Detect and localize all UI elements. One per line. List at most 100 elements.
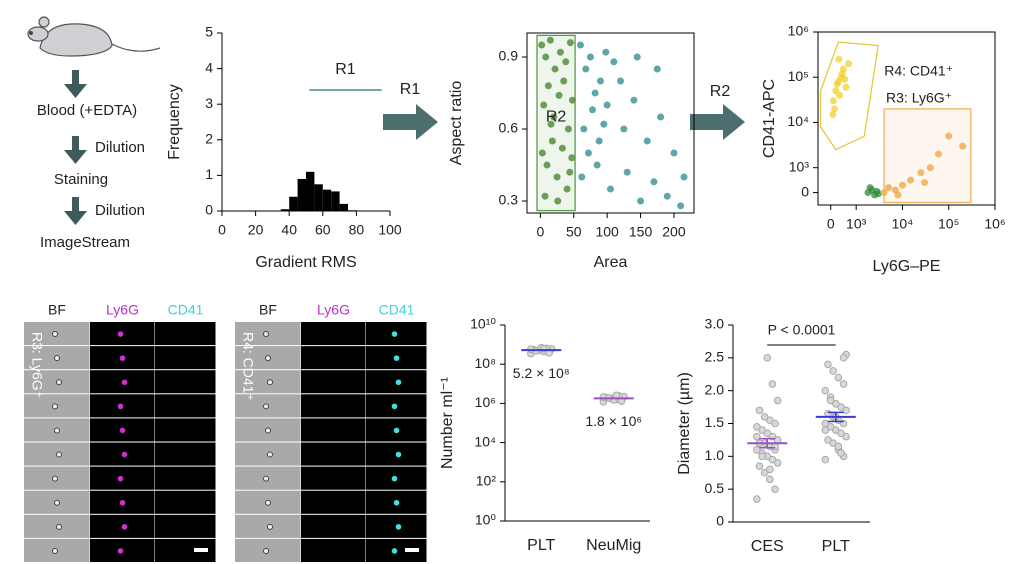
data-point <box>959 142 967 150</box>
y-tick-label: 10¹⁰ <box>470 316 496 332</box>
channel-label: BF <box>259 302 277 318</box>
cell <box>391 331 398 337</box>
y-tick-label: 0.5 <box>705 480 725 496</box>
data-point <box>753 432 761 441</box>
image-tile <box>155 370 216 394</box>
data-point <box>763 354 772 362</box>
data-point <box>839 380 848 388</box>
y-tick-label: 1.0 <box>705 447 725 463</box>
y-tick-label: 10⁰ <box>475 512 497 528</box>
x-tick-label: PLT <box>527 537 555 554</box>
data-point <box>596 77 604 85</box>
x-tick-label: CES <box>751 538 784 555</box>
image-tile <box>301 322 366 346</box>
x-tick-label: 0 <box>218 222 226 238</box>
data-point <box>588 106 596 114</box>
data-point <box>755 462 764 470</box>
y-tick-label: 4 <box>205 59 213 75</box>
data-point <box>548 137 556 145</box>
data-point <box>768 380 777 388</box>
value-label: 5.2 × 10⁸ <box>513 365 570 381</box>
data-point <box>821 386 830 395</box>
y-tick-label: 3 <box>205 95 213 111</box>
y-tick-label: 10⁵ <box>788 68 809 84</box>
data-point <box>543 161 551 169</box>
annotation: P < 0.0001 <box>768 322 836 338</box>
data-point <box>758 452 766 461</box>
data-point <box>826 396 835 405</box>
data-point <box>829 97 837 105</box>
data-point <box>568 96 576 104</box>
cell <box>56 379 62 386</box>
image-tile <box>301 394 366 418</box>
data-point <box>580 125 588 133</box>
gate-label: R3: Ly6G⁺ <box>29 332 45 398</box>
x-tick-label: 40 <box>281 222 297 238</box>
cell <box>117 475 124 482</box>
image-tile <box>301 538 366 562</box>
data-point <box>835 55 843 63</box>
data-point <box>670 149 678 157</box>
data-point <box>766 465 774 474</box>
channel-label: CD41 <box>379 302 415 318</box>
data-point <box>637 197 645 205</box>
data-point <box>633 53 641 61</box>
data-point <box>607 185 614 193</box>
cell <box>117 403 124 410</box>
data-point <box>839 354 848 362</box>
cell <box>56 523 62 530</box>
histogram-bar <box>297 178 306 211</box>
data-point <box>677 202 685 210</box>
workflow-step: Blood (+EDTA) <box>37 102 137 119</box>
gate-label: R1 <box>335 61 356 78</box>
data-point <box>603 101 611 109</box>
data-point <box>834 373 843 382</box>
x-tick-label: 200 <box>662 224 686 240</box>
x-tick-label: 10⁶ <box>984 216 1005 232</box>
y-tick-label: 0.9 <box>499 48 519 64</box>
data-point <box>824 360 832 369</box>
x-tick-label: 0 <box>827 216 835 232</box>
gate <box>883 108 972 204</box>
scale-bar <box>405 548 419 552</box>
channel-label: Ly6G <box>317 302 350 318</box>
data-point <box>547 120 555 128</box>
data-point <box>538 149 546 157</box>
histogram-bar <box>339 203 348 211</box>
cell <box>391 548 398 554</box>
data-point <box>563 185 571 193</box>
x-tick-label: 10⁵ <box>938 216 959 232</box>
data-point <box>898 181 906 189</box>
data-point <box>617 77 625 85</box>
y-tick-label: 0.6 <box>499 120 519 136</box>
workflow-arrows <box>64 70 87 225</box>
y-tick-label: 0 <box>716 513 724 529</box>
image-tile <box>155 490 216 514</box>
cell <box>393 355 400 361</box>
y-axis-label: CD41-APC <box>761 79 778 158</box>
data-point <box>600 120 608 128</box>
channel-label: CD41 <box>168 302 204 318</box>
data-point <box>643 137 651 145</box>
data-point <box>553 173 561 181</box>
image-tile <box>155 346 216 370</box>
y-axis-label: Aspect ratio <box>448 81 465 166</box>
cell <box>263 331 269 338</box>
data-point <box>885 184 893 192</box>
cell <box>391 403 398 410</box>
data-point <box>578 173 586 181</box>
cell <box>121 451 128 458</box>
cell <box>263 547 269 554</box>
data-point <box>753 445 761 454</box>
data-point <box>586 53 594 61</box>
data-point <box>620 125 628 133</box>
x-tick-label: 20 <box>248 222 264 238</box>
cell <box>117 548 124 554</box>
y-tick-label: 10⁴ <box>474 433 496 449</box>
cell <box>119 499 126 506</box>
data-point <box>836 91 844 99</box>
gate <box>536 34 576 212</box>
data-point <box>593 161 601 169</box>
cell <box>52 547 58 554</box>
